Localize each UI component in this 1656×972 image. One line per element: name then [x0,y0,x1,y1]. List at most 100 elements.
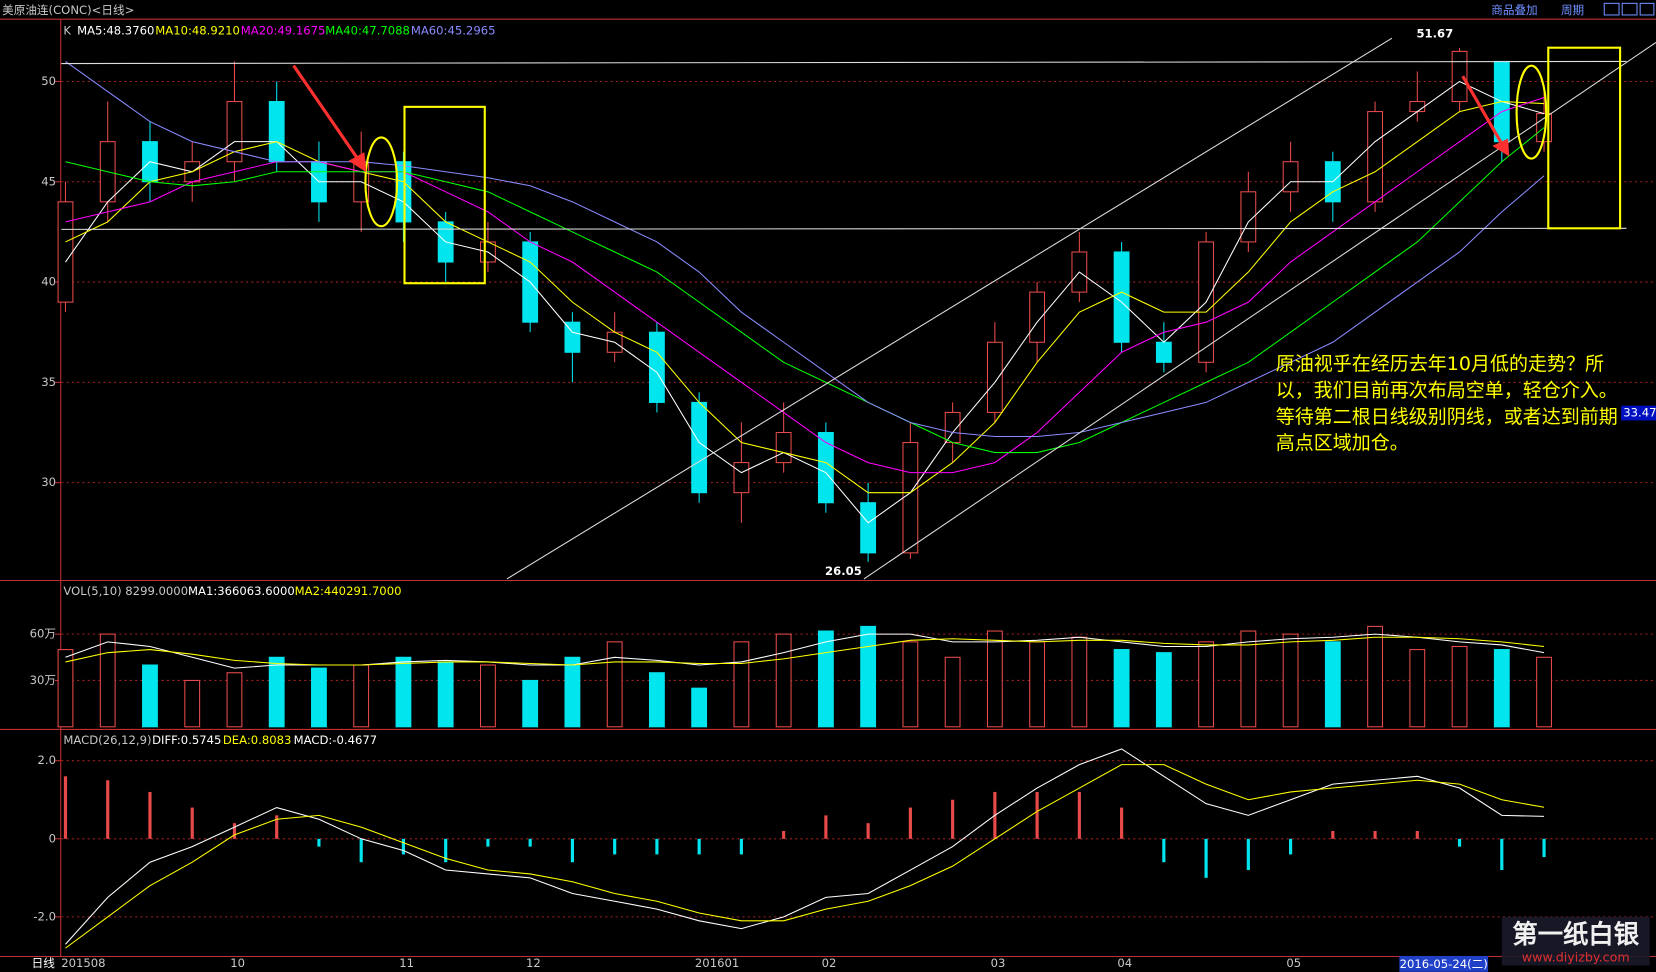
link[interactable]: 周期 [1561,3,1584,17]
drawn-line [61,227,1627,230]
y-tick-label: 30万 [30,673,56,687]
drawn-arrow [1461,75,1504,145]
window-button[interactable] [1603,2,1620,16]
title: 美原油连(CONC)<日线> [2,3,134,17]
volume-bar [775,633,792,728]
candle-body [944,411,961,444]
drawn-ellipse [364,136,399,228]
y-tick-label: 40 [41,275,56,289]
drawings [61,37,1656,580]
ma-line [65,127,1545,454]
volume-bar [733,641,750,728]
window-button[interactable] [1621,2,1638,16]
candle-body [57,201,74,303]
candle-body [775,431,792,464]
drawn-line [506,37,1393,580]
candle-body [268,101,285,163]
volume-bar [226,672,243,728]
note-line: 高点区域加仓。 [1276,432,1409,454]
low-label: 26.05 [825,564,862,578]
indicator-label: K [63,23,71,37]
period-label: 日线 [32,956,56,970]
volume-bar [944,656,961,728]
volume-bar [817,630,834,728]
indicator-label: MACD(26,12,9) [63,733,151,747]
high-label: 51.67 [1416,27,1453,41]
x-tick-label: 201601 [695,956,739,970]
window-button[interactable] [1639,2,1655,16]
y-tick-label: 30 [41,475,56,489]
candle-body [691,401,708,494]
candle-body [1029,291,1046,343]
ma-line [65,636,1545,666]
candle-body [564,321,581,353]
volume-bar [395,656,412,728]
volume-bar [437,661,454,728]
ma-line [65,60,1545,438]
ma-line [65,748,1545,945]
title-bar [0,0,1656,20]
candle-body [986,341,1003,413]
link[interactable]: 商品叠加 [1491,3,1537,17]
candle-body [733,462,750,494]
volume-bar [606,641,623,728]
volume-bar [648,672,665,728]
volume-bar [902,641,919,728]
volume-bar [564,656,581,728]
volume-bar [1029,641,1046,728]
volume-bar [1071,636,1088,728]
drawn-box [1547,46,1622,230]
volume-bar [353,664,370,728]
candle-body [1113,251,1130,343]
cursor-date: 2016-05-24(二) [1400,957,1488,971]
drawn-line [863,41,1656,580]
volume-bar [691,687,708,728]
legend-entry: DIFF:0.5745 [152,733,221,747]
legend-entry: MA20:49.1675 [241,23,326,37]
x-tick-label: 11 [399,956,414,970]
drawn-arrow-head [1492,138,1510,157]
watermark-name: 第一纸白银 [1512,919,1639,949]
x-tick-label: 10 [230,956,245,970]
candle-body [226,101,243,163]
drawn-arrow [292,64,361,162]
drawn-ellipse [1515,64,1548,160]
candle-body [1367,111,1383,203]
x-tick-label: 05 [1286,956,1301,970]
drawn-box [403,105,486,285]
y-tick-label: 2.0 [38,753,56,767]
drawn-arrow-head [348,152,367,173]
legend-entry: MACD:-0.4677 [294,733,378,747]
watermark-box [1501,916,1650,966]
candle-body [1409,101,1426,113]
y-tick-label: 0 [49,831,56,845]
price-tag [1621,405,1656,421]
x-tick-label: 02 [822,956,837,970]
legend-entry: MA60:45.2965 [411,23,496,37]
volume-bar [57,649,74,728]
watermark-url: www.diyizby.com [1522,950,1630,965]
y-tick-label: -2.0 [33,909,56,923]
volume-bar [1451,645,1468,728]
volume-bar [184,679,201,728]
volume-bar [480,664,496,728]
volume-bar [268,656,285,728]
volume-bar [1324,641,1341,728]
candle-body [648,331,665,403]
price-tag-label: 33.47 [1623,406,1656,420]
volume-bar [1113,649,1130,728]
drawn-line [61,60,1627,65]
date-box [1399,955,1489,972]
ma-line [65,101,1545,494]
y-tick-label: 45 [41,174,56,188]
volume-bar [1493,649,1510,728]
volume-bar [1155,652,1172,728]
ma-line [65,80,1545,524]
candle-body [1155,341,1172,363]
x-tick-label: 12 [526,956,541,970]
legend-entry: MA5:48.3760 [77,23,154,37]
volume-bar [1282,633,1299,728]
volume-bar [311,667,327,728]
